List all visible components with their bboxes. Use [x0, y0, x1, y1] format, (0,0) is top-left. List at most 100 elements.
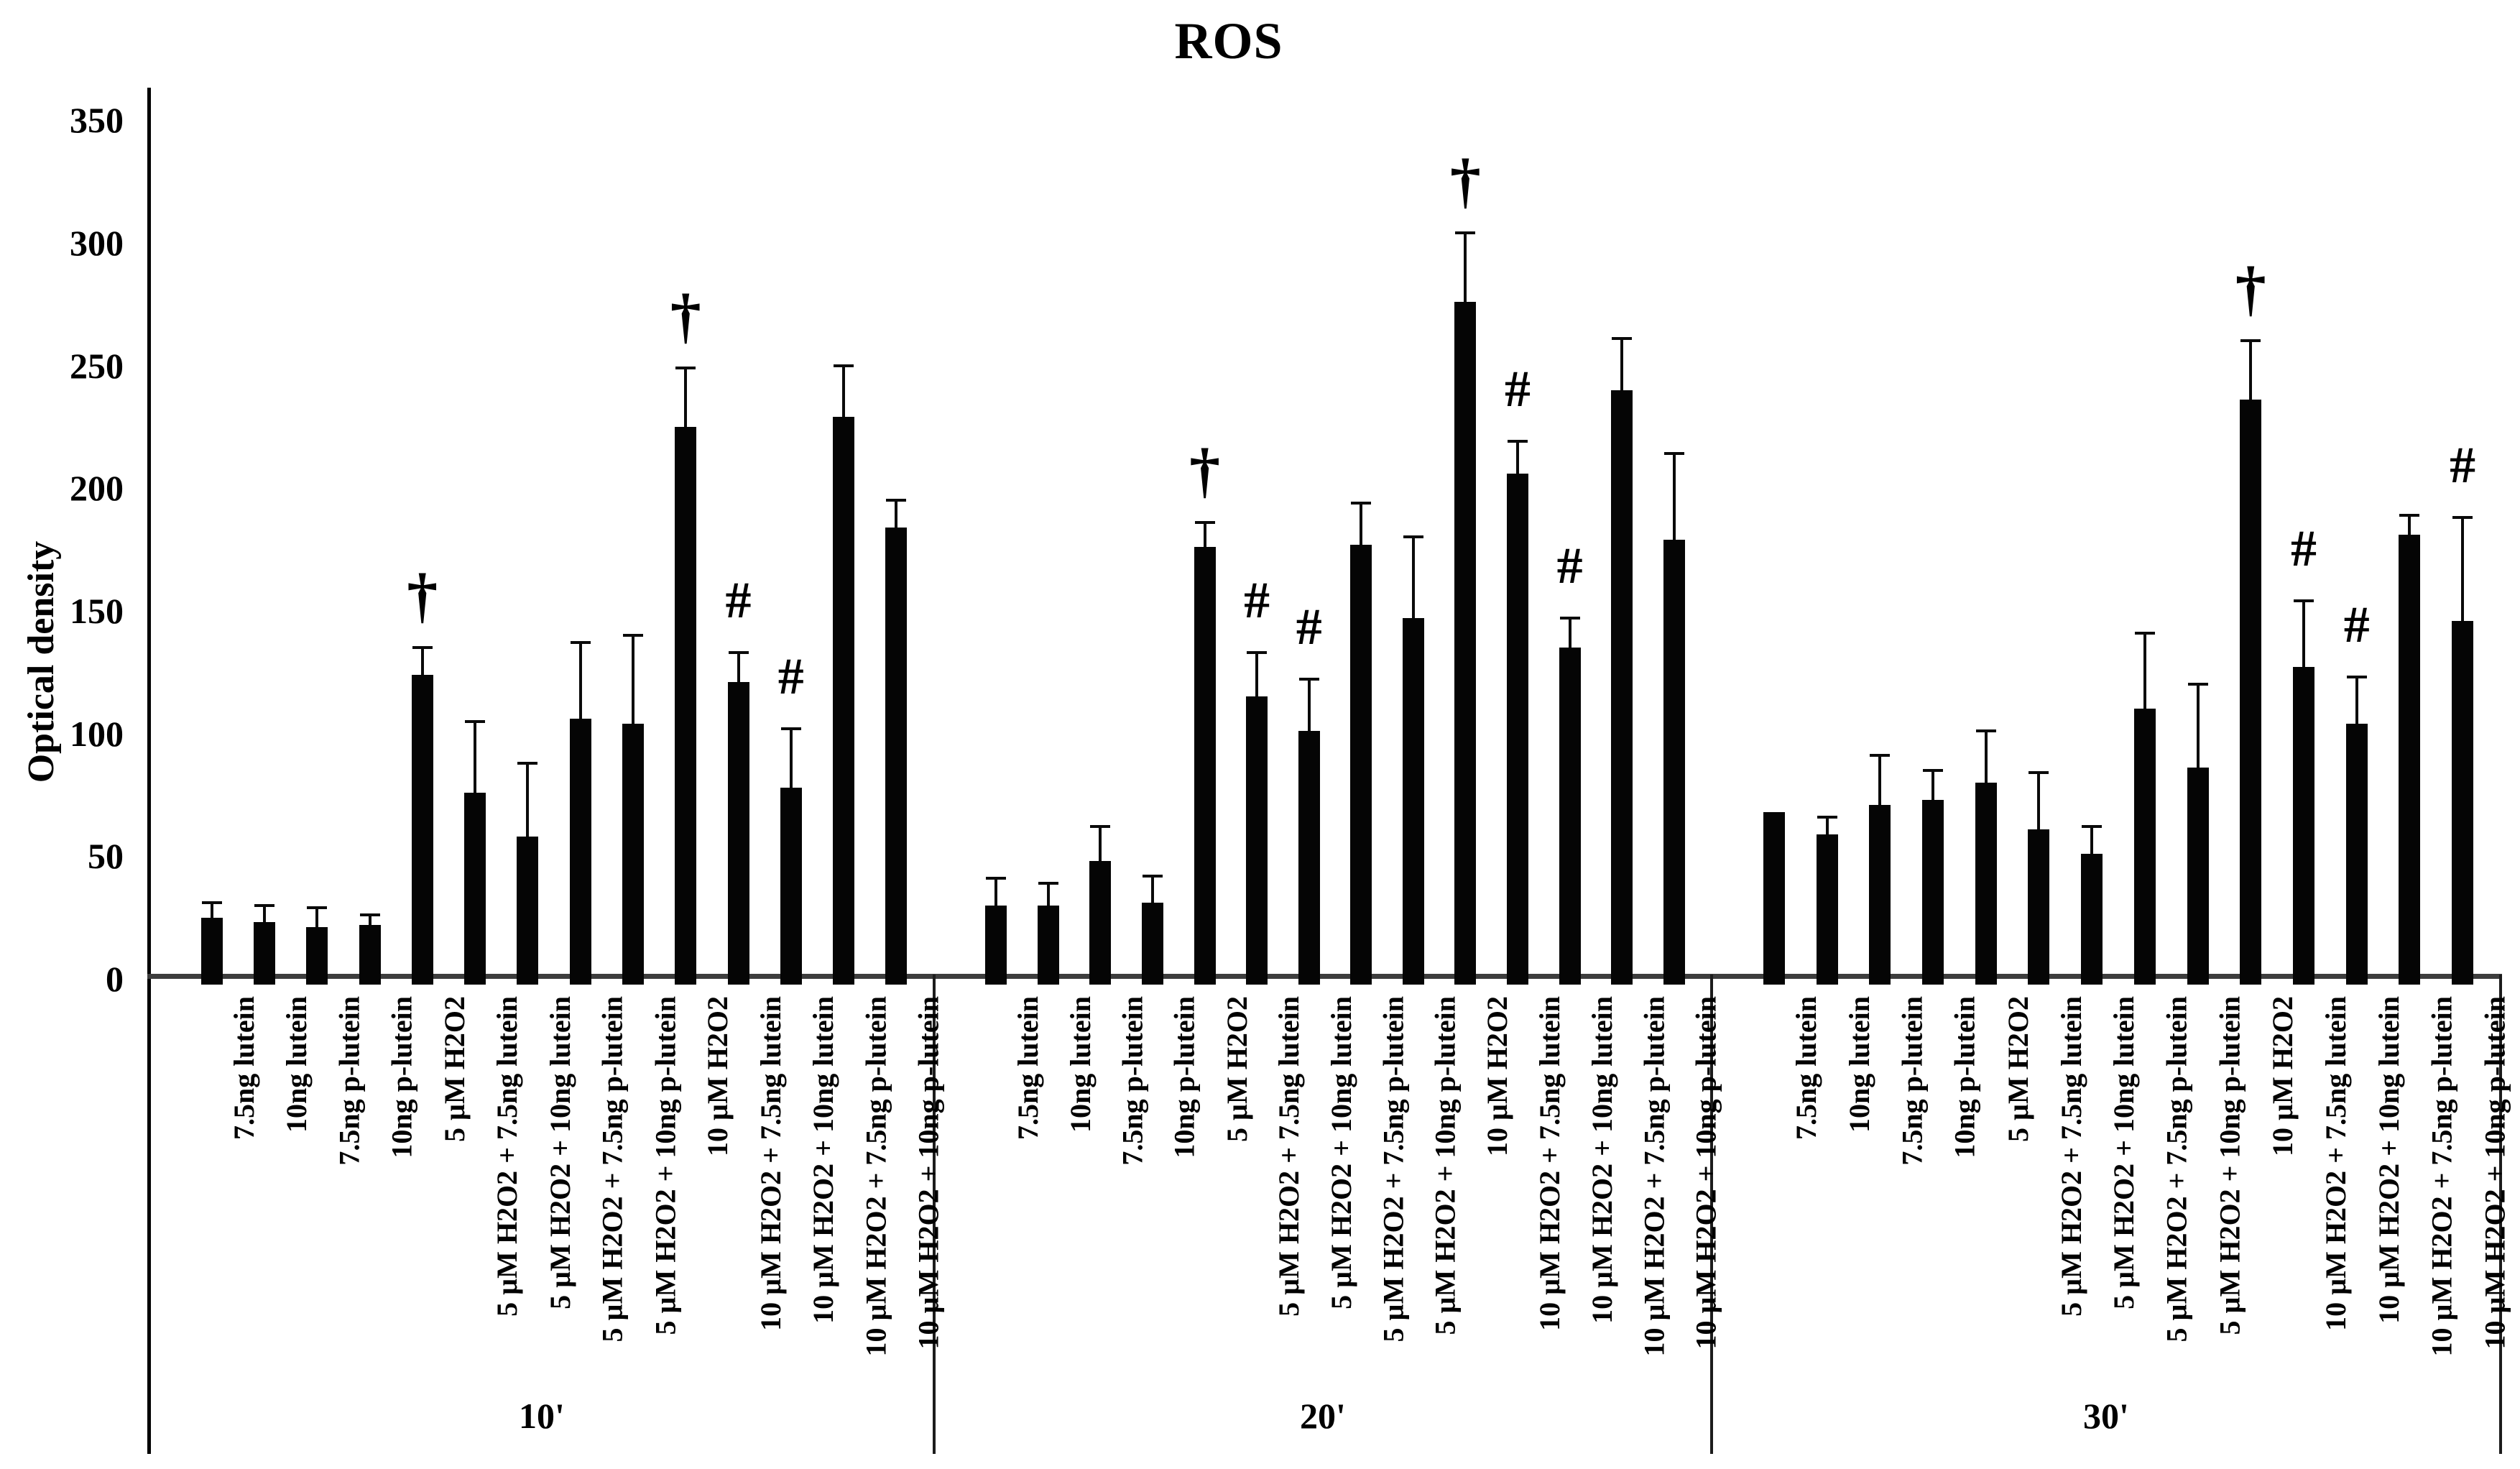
error-bar-cap	[1038, 881, 1058, 885]
x-axis-label: 10 µM H2O2	[1481, 996, 1514, 1157]
bar	[2345, 723, 2368, 985]
error-bar-line	[262, 905, 266, 923]
x-axis-label: 7.5ng p-lutein	[333, 996, 366, 1166]
bar	[517, 836, 539, 985]
error-bar-line	[210, 903, 213, 918]
x-axis-label: 10 µM H2O2 + 10ng lutein	[1585, 996, 1618, 1324]
x-axis-label: 5 µM H2O2 + 10ng lutein	[2108, 996, 2141, 1309]
x-axis-label: 10 µM H2O2 + 7.5ng p-lutein	[859, 996, 892, 1357]
error-bar-cap	[307, 906, 328, 909]
error-bar-cap	[886, 499, 907, 502]
x-axis-label: 5 µM H2O2	[438, 996, 471, 1143]
x-axis-label: 5 µM H2O2 + 10ng lutein	[1324, 996, 1357, 1309]
x-axis-label: 5 µM H2O2 + 10ng p-lutein	[1429, 996, 1462, 1335]
bar	[1037, 905, 1059, 985]
error-bar-cap	[2294, 599, 2314, 603]
bar	[1922, 799, 1944, 985]
x-axis-label: 5 µM H2O2 + 7.5ng p-lutein	[1377, 996, 1410, 1343]
error-bar-line	[895, 500, 898, 528]
significance-marker: #	[725, 571, 752, 629]
y-tick-label: 100	[70, 713, 124, 754]
bar	[985, 905, 1007, 985]
error-bar-line	[2408, 515, 2411, 535]
y-tick-label: 200	[70, 468, 124, 509]
x-axis-label: 7.5ng lutein	[1789, 996, 1822, 1141]
error-bar-cap	[1663, 452, 1684, 456]
error-bar-line	[474, 721, 477, 793]
x-axis-label: 5 µM H2O2 + 7.5ng p-lutein	[2160, 996, 2193, 1343]
significance-marker: #	[1505, 360, 1531, 418]
x-axis-label: 5 µM H2O2	[1220, 996, 1253, 1143]
error-bar-line	[1825, 816, 1829, 834]
bar	[1763, 811, 1785, 985]
error-bar-cap	[1194, 520, 1215, 524]
x-axis-label: 10ng p-lutein	[385, 996, 418, 1159]
error-bar-line	[1464, 233, 1467, 302]
error-bar-line	[368, 915, 371, 925]
error-bar-line	[684, 367, 688, 427]
significance-marker: †	[1449, 146, 1481, 216]
error-bar-line	[526, 763, 530, 837]
error-bar-cap	[2240, 339, 2261, 343]
bar	[2399, 535, 2421, 985]
group-label: 20'	[1300, 1396, 1346, 1436]
x-axis-label: 7.5ng p-lutein	[1896, 996, 1929, 1166]
bar	[780, 787, 802, 985]
x-axis-label: 5 µM H2O2 + 7.5ng lutein	[491, 996, 524, 1317]
x-axis-label: 7.5ng p-lutein	[1116, 996, 1149, 1166]
significance-marker: †	[407, 561, 438, 630]
significance-marker: #	[1244, 571, 1270, 629]
group-separator-line	[933, 975, 936, 1454]
error-bar-cap	[1298, 678, 1319, 681]
error-bar-line	[1099, 826, 1102, 862]
error-bar-cap	[2134, 631, 2155, 635]
x-axis-label: 10ng p-lutein	[1168, 996, 1201, 1159]
significance-marker: #	[2343, 596, 2370, 654]
bar	[253, 922, 275, 985]
bar	[1975, 782, 1997, 985]
error-bar-cap	[1612, 336, 1633, 340]
bar	[2187, 768, 2209, 985]
bar	[464, 792, 486, 985]
x-axis-label: 5 µM H2O2 + 10ng p-lutein	[648, 996, 681, 1335]
error-bar-cap	[1975, 729, 1996, 733]
error-bar-line	[2461, 517, 2465, 621]
x-axis-label: 10ng p-lutein	[1949, 996, 1981, 1159]
x-axis-label: 10 µM H2O2 + 10ng p-lutein	[2478, 996, 2511, 1350]
significance-marker: #	[777, 647, 804, 705]
bar	[1559, 648, 1581, 985]
error-bar-line	[1046, 883, 1050, 906]
bar	[2240, 400, 2262, 985]
error-bar-cap	[834, 364, 854, 367]
error-bar-cap	[2399, 513, 2420, 517]
error-bar-cap	[1403, 535, 1423, 539]
bar	[411, 674, 433, 985]
bar	[1350, 544, 1372, 985]
bar	[1816, 834, 1838, 985]
error-bar-cap	[1090, 825, 1111, 829]
bar	[1142, 903, 1163, 985]
significance-marker: †	[670, 280, 701, 350]
error-bar-line	[578, 643, 582, 719]
x-axis-label: 5 µM H2O2 + 7.5ng lutein	[1273, 996, 1306, 1317]
group-separator-line	[1710, 975, 1713, 1454]
error-bar-line	[1984, 731, 1988, 783]
error-bar-cap	[412, 646, 433, 650]
error-bar-line	[994, 878, 998, 906]
x-axis-label: 10 µM H2O2 + 7.5ng p-lutein	[1638, 996, 1671, 1357]
bar	[885, 527, 908, 985]
error-bar-cap	[986, 877, 1007, 880]
x-axis-label: 5 µM H2O2 + 10ng p-lutein	[2213, 996, 2246, 1335]
x-axis-label: 5 µM H2O2 + 7.5ng lutein	[2054, 996, 2087, 1317]
x-axis-label: 10 µM H2O2 + 10ng p-lutein	[1689, 996, 1722, 1350]
x-axis-label: 10ng lutein	[280, 996, 313, 1133]
x-axis-label: 5 µM H2O2 + 10ng lutein	[543, 996, 576, 1309]
error-bar-line	[1568, 618, 1571, 648]
error-bar-line	[315, 907, 319, 928]
error-bar-line	[789, 728, 793, 788]
x-axis-label: 10 µM H2O2 + 7.5ng p-lutein	[2425, 996, 2458, 1357]
error-bar-cap	[2187, 683, 2208, 686]
error-bar-cap	[1508, 440, 1528, 443]
error-bar-line	[1620, 338, 1624, 390]
